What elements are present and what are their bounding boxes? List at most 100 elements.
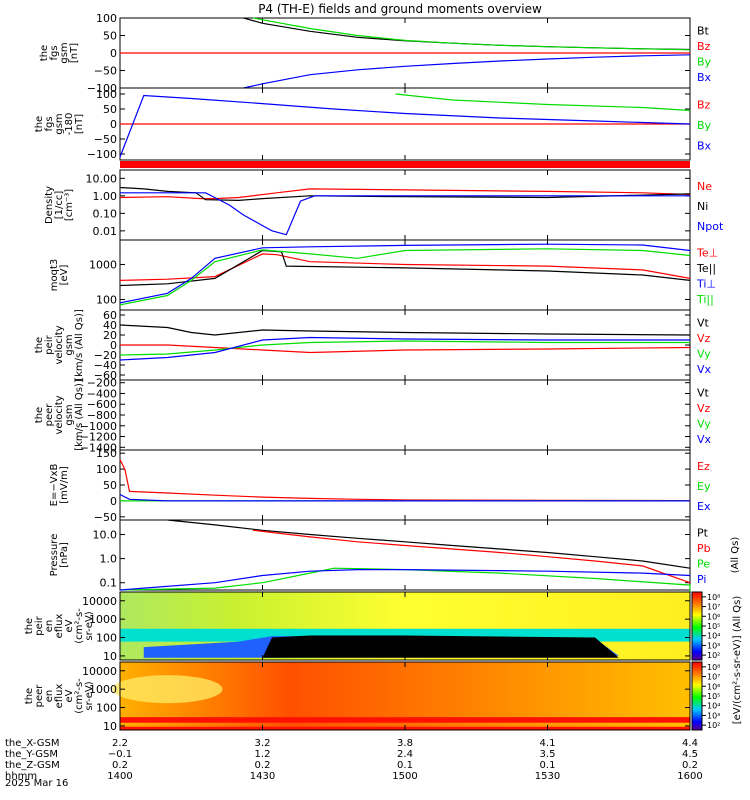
ytick-label: 1.0 [100,553,118,566]
xaxis-value: −0.1 [108,749,132,760]
legend-item: Npot [697,220,724,233]
series-p5-Vz [120,344,691,354]
colorbar-tick-label: 10⁸ [707,593,720,602]
xaxis-value: 1430 [250,771,275,782]
panel-p4: 1000 100 moqt3 [eV] Te⊥ Te|| Ti⊥ Ti|| [49,239,718,311]
ylabel-line: en [44,690,55,703]
xaxis-value: 3.5 [540,749,556,760]
ytick-label: 20 [103,329,117,342]
series-p3-Ni [119,186,691,202]
ylabel-line: en [44,620,55,633]
ytick-label: 10 [103,650,117,663]
ylabel-line: the [39,45,50,61]
ytick-label: 10 [103,720,117,733]
ytick-label: −50 [94,65,117,78]
xaxis-value: 0.2 [255,760,271,771]
series-p1-Bx [243,54,691,89]
ylabel-line: sr-eV) [84,611,95,640]
ylabel-line: [nT] [69,43,80,63]
ylabel-line: eflux [54,684,65,709]
series-p8-Pb [252,529,691,584]
legend-item: Vz [697,332,711,345]
ytick-label: 100 [96,293,117,306]
ytick-label: 50 [103,30,117,43]
ylabel-line: fgs [44,116,55,131]
xaxis-value: 2.4 [397,749,413,760]
ylabel-line: fgs [49,45,60,60]
colorbar-tick-label: 10³ [707,641,720,650]
ytick-label: 0 [110,495,117,508]
ylabel-line: the [34,407,45,423]
series-p4-Ti⊥ [119,243,691,304]
ion-no-flux-region [262,635,619,658]
panel-p1: 100 50 0 −50 −100 the fgs gsm [nT] Bt Bz By Bx [39,12,712,95]
ytick-label: −200 [87,377,117,390]
panel-p2: 100 50 0 −50 −100 the fgs gsm -180 [nT] Bz By Bx [34,87,712,161]
legend-item: Pt [697,526,709,539]
ytick-label: −20 [94,349,117,362]
series-p3-Ne [119,188,691,200]
colorbar-tick-label: 10³ [707,711,720,720]
ytick-label: 50 [103,479,117,492]
ylabel-line: peir [44,334,55,354]
colorbar-tick-label: 10² [707,721,720,730]
ylabel-line: velocity [54,325,65,364]
mode-bar [120,161,690,168]
ytick-label: 1.00 [93,190,118,203]
ylabel-line: [nPa] [59,542,70,568]
legend-item: Ti⊥ [696,278,716,291]
ylabel-line: [nT] [74,114,85,134]
ylabel-line: gsm [59,42,70,63]
colorbar-tick-label: 10⁴ [707,702,720,711]
ytick-label: 0.01 [93,225,118,238]
series-p7-Ez [119,459,691,502]
series-p5-Vy [119,340,690,356]
series-p5-Vx [119,336,690,361]
ylabel-line: [km/s (All Qs)] [74,309,85,381]
xaxis-value: 0.2 [682,760,698,771]
ylabel-line: [eV] [59,265,70,286]
ylabel-line: the [34,337,45,353]
ytick-label: 1000 [89,613,117,626]
ylabel-line: (cm²-s- [74,608,85,644]
xaxis-row-label: hhmm [5,771,37,782]
xaxis-value: 2.2 [112,738,128,749]
ylabel-line: gsm [64,334,75,355]
colorbar-tick-label: 10² [707,651,720,660]
ytick-label: 0 [110,47,117,60]
ytick-label: 1000 [89,683,117,696]
legend-item: Bx [697,140,712,153]
series-p8-Pe [119,567,691,593]
ylabel-line: eflux [54,614,65,639]
ytick-label: −800 [87,409,117,422]
ylabel-line: peir [34,615,45,635]
ylabel-line: gsm [64,404,75,425]
legend-item: Ey [697,480,711,493]
series-p1-Bt [243,17,691,51]
xaxis-value: 4.1 [540,738,556,749]
ytick-label: 60 [103,309,117,322]
legend-item: By [697,56,712,69]
legend-item: Ni [697,200,708,213]
xaxis-row-label: the_Z-GSM [5,760,60,771]
legend-item: Pb [697,542,711,555]
ylabel-line: the [34,116,45,132]
ytick-label: −40 [94,359,117,372]
legend-item: Ti|| [696,293,714,306]
ytick-label: −50 [94,511,117,524]
legend-item: Vt [697,316,710,329]
series-p2-Bx [119,94,691,158]
panel-frame [119,449,691,521]
xaxis-value: 0.1 [397,760,413,771]
legend-item: Vz [697,402,711,415]
ytick-label: 100 [96,12,117,25]
ytick-label: 10.0 [93,529,118,542]
ylabel-line: E=−VxB [49,464,60,507]
ylabel-line: eV [64,619,75,632]
panel-s2: 10000 1000 100 10 the peer en eflux eV (cm²-s-sr-… [24,661,691,733]
ylabel-line: sr-eV) [84,681,95,710]
colorbar-tick-label: 10⁵ [707,622,720,631]
series-p4-Ti|| [119,248,691,306]
xaxis-row-label: the_Y-GSM [5,749,58,760]
